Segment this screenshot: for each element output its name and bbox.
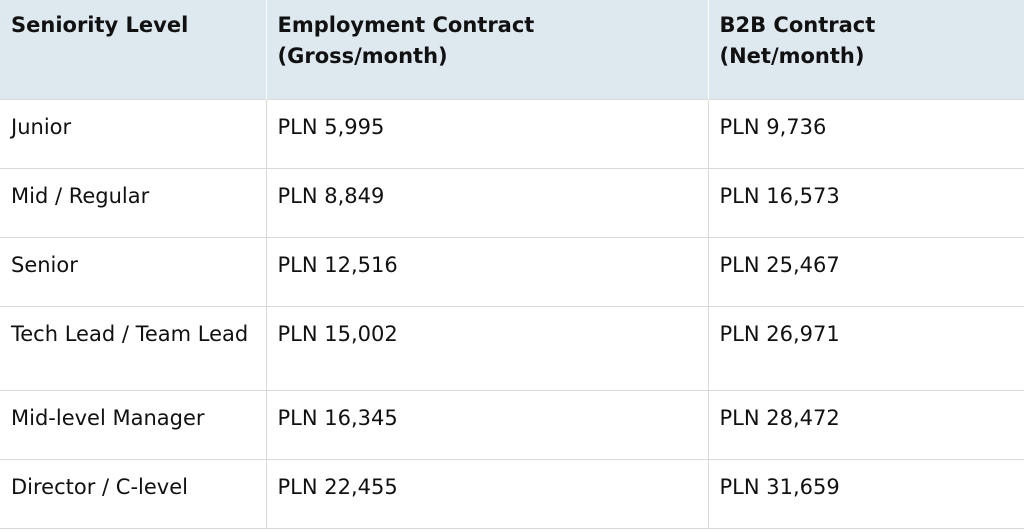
cell-employment: PLN 8,849 bbox=[265, 167, 708, 237]
cell-level: Director / C-level bbox=[0, 458, 266, 529]
cell-level: Mid / Regular bbox=[0, 167, 266, 237]
cell-level: Senior bbox=[0, 236, 266, 306]
header-b2b-contract: B2B Contract (Net/month) bbox=[707, 0, 1024, 99]
table-header: Seniority Level Employment Contract (Gro… bbox=[0, 0, 1024, 99]
cell-employment: PLN 15,002 bbox=[265, 305, 708, 390]
table-row: Director / C-level PLN 22,455 PLN 31,659 bbox=[0, 458, 1024, 529]
cell-b2b: PLN 28,472 bbox=[707, 389, 1024, 459]
table-row: Mid / Regular PLN 8,849 PLN 16,573 bbox=[0, 167, 1024, 237]
header-employment-contract-line1: Employment Contract bbox=[277, 13, 535, 37]
header-b2b-contract-line2: (Net/month) bbox=[719, 44, 865, 68]
cell-level: Mid-level Manager bbox=[0, 389, 266, 459]
cell-employment: PLN 12,516 bbox=[265, 236, 708, 306]
cell-b2b: PLN 9,736 bbox=[707, 98, 1024, 168]
cell-employment: PLN 16,345 bbox=[265, 389, 708, 459]
header-seniority-level-text: Seniority Level bbox=[11, 13, 189, 37]
cell-level: Junior bbox=[0, 98, 266, 168]
table-body: Junior PLN 5,995 PLN 9,736 Mid / Regular… bbox=[0, 98, 1024, 529]
cell-level: Tech Lead / Team Lead bbox=[0, 305, 266, 390]
table-row: Mid-level Manager PLN 16,345 PLN 28,472 bbox=[0, 389, 1024, 459]
table-row: Junior PLN 5,995 PLN 9,736 bbox=[0, 98, 1024, 168]
table-row: Senior PLN 12,516 PLN 25,467 bbox=[0, 236, 1024, 306]
table-row: Tech Lead / Team Lead PLN 15,002 PLN 26,… bbox=[0, 305, 1024, 390]
cell-employment: PLN 22,455 bbox=[265, 458, 708, 529]
header-seniority-level: Seniority Level bbox=[0, 0, 266, 99]
header-employment-contract-line2: (Gross/month) bbox=[277, 44, 448, 68]
header-row: Seniority Level Employment Contract (Gro… bbox=[0, 0, 1024, 99]
cell-b2b: PLN 25,467 bbox=[707, 236, 1024, 306]
header-employment-contract: Employment Contract (Gross/month) bbox=[265, 0, 708, 99]
cell-b2b: PLN 16,573 bbox=[707, 167, 1024, 237]
cell-b2b: PLN 26,971 bbox=[707, 305, 1024, 390]
cell-employment: PLN 5,995 bbox=[265, 98, 708, 168]
cell-b2b: PLN 31,659 bbox=[707, 458, 1024, 529]
header-b2b-contract-line1: B2B Contract bbox=[719, 13, 876, 37]
